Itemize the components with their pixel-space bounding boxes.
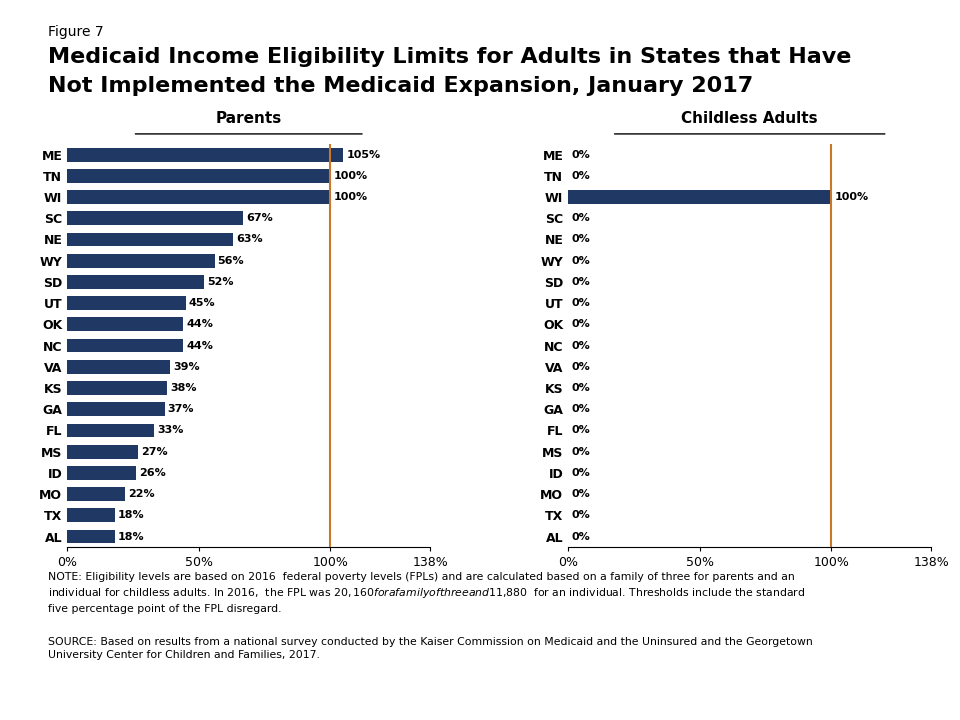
Bar [67, 381, 167, 395]
Bar [67, 487, 125, 501]
Text: 0%: 0% [571, 256, 590, 266]
Text: 0%: 0% [571, 383, 590, 393]
Bar [67, 423, 154, 437]
Text: 38%: 38% [170, 383, 197, 393]
Text: 0%: 0% [571, 404, 590, 414]
Text: 0%: 0% [571, 446, 590, 456]
Text: 44%: 44% [186, 320, 213, 329]
Text: 100%: 100% [333, 192, 368, 202]
Bar [67, 169, 330, 183]
Bar [67, 233, 233, 246]
Bar [67, 148, 344, 161]
Text: Parents: Parents [216, 111, 282, 126]
Text: 100%: 100% [333, 171, 368, 181]
Text: 52%: 52% [207, 277, 233, 287]
Bar [67, 318, 183, 331]
Text: 0%: 0% [571, 531, 590, 541]
Text: KAISER: KAISER [810, 641, 884, 659]
Text: 56%: 56% [218, 256, 244, 266]
Text: 18%: 18% [118, 531, 144, 541]
Text: 0%: 0% [571, 362, 590, 372]
Bar [67, 275, 204, 289]
Bar [67, 402, 164, 416]
Text: 0%: 0% [571, 235, 590, 245]
Text: Medicaid Income Eligibility Limits for Adults in States that Have: Medicaid Income Eligibility Limits for A… [48, 47, 852, 67]
Text: 67%: 67% [247, 213, 274, 223]
Text: 33%: 33% [157, 426, 183, 436]
Text: 44%: 44% [186, 341, 213, 351]
Text: Childless Adults: Childless Adults [682, 111, 818, 126]
Text: Not Implemented the Medicaid Expansion, January 2017: Not Implemented the Medicaid Expansion, … [48, 76, 754, 96]
Text: 63%: 63% [236, 235, 263, 245]
Text: 0%: 0% [571, 277, 590, 287]
Text: 27%: 27% [141, 446, 168, 456]
Text: 45%: 45% [189, 298, 215, 308]
Text: 26%: 26% [139, 468, 165, 478]
Bar [67, 254, 214, 268]
Text: 18%: 18% [118, 510, 144, 521]
Bar [568, 190, 831, 204]
Text: 0%: 0% [571, 213, 590, 223]
Bar [67, 360, 170, 374]
Bar [67, 530, 114, 544]
Text: 0%: 0% [571, 510, 590, 521]
Bar [67, 466, 135, 480]
Text: FAMILY: FAMILY [812, 665, 882, 683]
Text: 0%: 0% [571, 320, 590, 329]
Bar [67, 338, 183, 353]
Text: 0%: 0% [571, 150, 590, 160]
Text: Figure 7: Figure 7 [48, 25, 104, 39]
Text: NOTE: Eligibility levels are based on 2016  federal poverty levels (FPLs) and ar: NOTE: Eligibility levels are based on 20… [48, 572, 805, 613]
Text: 22%: 22% [129, 489, 155, 499]
Text: 39%: 39% [173, 362, 200, 372]
Bar [67, 212, 244, 225]
Text: FOUNDATION: FOUNDATION [815, 688, 879, 698]
Text: 0%: 0% [571, 298, 590, 308]
Text: 0%: 0% [571, 468, 590, 478]
Bar [67, 296, 185, 310]
Text: 0%: 0% [571, 341, 590, 351]
Text: 0%: 0% [571, 426, 590, 436]
Text: 105%: 105% [347, 150, 381, 160]
Bar [67, 190, 330, 204]
Text: 37%: 37% [168, 404, 194, 414]
Text: 0%: 0% [571, 171, 590, 181]
Text: 0%: 0% [571, 489, 590, 499]
Text: SOURCE: Based on results from a national survey conducted by the Kaiser Commissi: SOURCE: Based on results from a national… [48, 637, 813, 660]
Text: THE HENRY J.: THE HENRY J. [820, 618, 875, 628]
Bar [67, 445, 138, 459]
Text: 100%: 100% [834, 192, 869, 202]
Bar [67, 508, 114, 522]
